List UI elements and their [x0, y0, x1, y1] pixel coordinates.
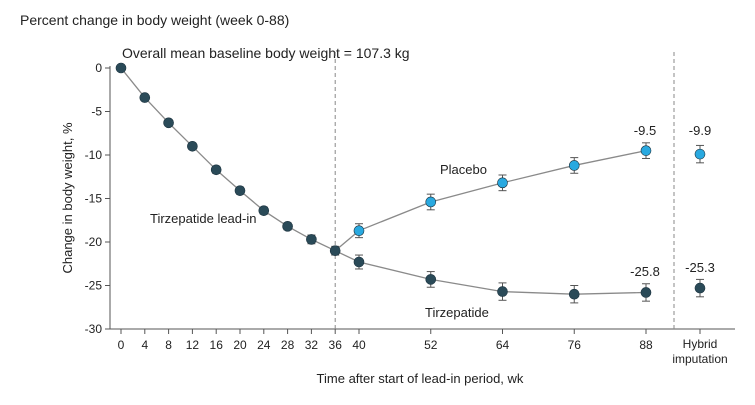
x-tick-label: 76	[568, 338, 582, 352]
y-tick-label: -25	[85, 279, 103, 293]
hybrid-label-line1: Hybrid	[683, 337, 718, 351]
y-tick-label: 0	[95, 61, 102, 75]
tirzepatide-point	[425, 274, 437, 285]
placebo-point	[497, 177, 508, 189]
lead-in-point	[258, 205, 270, 216]
lead-in-point	[139, 92, 151, 103]
placebo-point	[353, 225, 365, 236]
lead-in-point	[282, 221, 293, 232]
placebo-hybrid-point	[694, 148, 706, 160]
tirzepatide-point	[640, 287, 652, 298]
tirzepatide-hybrid-point	[694, 282, 706, 294]
x-axis-label: Time after start of lead-in period, wk	[317, 371, 524, 386]
lead-in-point	[187, 141, 198, 152]
x-tick-label: 88	[639, 338, 653, 352]
label-tirzepatide: Tirzepatide	[425, 305, 489, 320]
x-tick-label: 16	[210, 338, 224, 352]
lead-in-point	[234, 185, 246, 196]
placebo-point	[425, 196, 437, 208]
x-tick-label: 24	[257, 338, 271, 352]
annotation-placebo-hybrid: -9.9	[689, 123, 711, 138]
x-tick-label: 40	[352, 338, 366, 352]
x-tick-label: 8	[165, 338, 172, 352]
x-tick-label: 4	[141, 338, 148, 352]
annotation-tirzepatide-88: -25.8	[630, 264, 660, 279]
y-axis-label: Change in body weight, %	[60, 122, 75, 273]
x-tick-label: 52	[424, 338, 438, 352]
lead-in-point	[115, 62, 127, 74]
x-tick-label: 20	[233, 338, 247, 352]
y-tick-label: -15	[85, 192, 103, 206]
x-tick-label: 36	[329, 338, 343, 352]
lead-in-point	[306, 234, 317, 245]
y-tick-label: -10	[85, 148, 103, 162]
tirzepatide-line	[334, 250, 647, 295]
chart-title: Percent change in body weight (week 0-88…	[20, 12, 290, 28]
label-lead-in: Tirzepatide lead-in	[150, 211, 256, 226]
hybrid-label-line2: imputation	[672, 352, 727, 366]
placebo-point	[640, 145, 652, 156]
x-tick-label: 64	[496, 338, 510, 352]
tirzepatide-point	[353, 256, 365, 268]
tirzepatide-point	[568, 288, 580, 300]
annotation-tirzepatide-hybrid: -25.3	[685, 260, 715, 275]
annotation-placebo-88: -9.5	[634, 123, 656, 138]
y-tick-label: -30	[85, 322, 103, 336]
x-tick-label: 12	[186, 338, 200, 352]
placebo-line	[334, 150, 647, 252]
label-placebo: Placebo	[440, 162, 487, 177]
placebo-point	[568, 160, 580, 171]
x-tick-label: 32	[305, 338, 319, 352]
lead-in-point	[163, 117, 174, 129]
tirzepatide-point	[497, 286, 508, 297]
x-tick-label: 28	[281, 338, 295, 352]
lead-in-point	[329, 245, 341, 256]
lead-in-point	[210, 164, 222, 176]
baseline-note: Overall mean baseline body weight = 107.…	[122, 45, 410, 61]
y-tick-label: -5	[91, 105, 102, 119]
x-tick-label: 0	[118, 338, 125, 352]
lead-in-line	[120, 67, 336, 252]
y-tick-label: -20	[85, 235, 103, 249]
